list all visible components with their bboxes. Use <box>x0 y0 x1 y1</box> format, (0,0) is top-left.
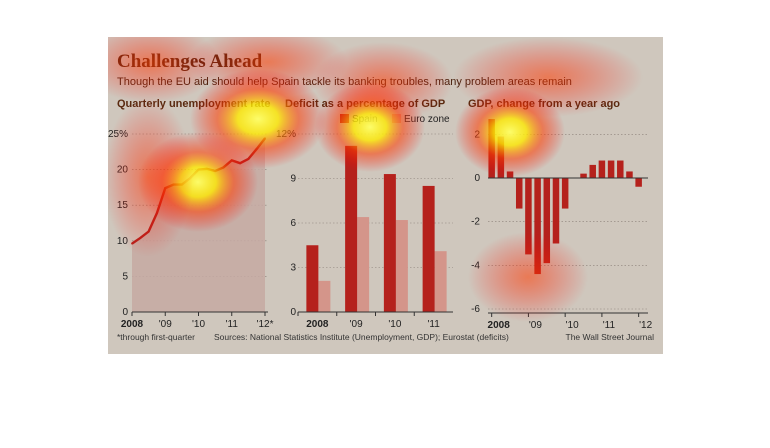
data-point <box>139 237 142 239</box>
y-tick-label: -6 <box>471 304 480 315</box>
legend-label-euro-zone: Euro zone <box>404 114 450 125</box>
bar-euro-zone <box>357 217 370 312</box>
x-tick-label: '09 <box>350 319 363 330</box>
data-point <box>264 137 266 140</box>
x-tick-label: 2008 <box>488 320 511 331</box>
y-tick-label: -2 <box>471 217 480 228</box>
data-point <box>197 168 200 171</box>
bar-euro-zone <box>395 220 408 312</box>
deficit-chart-title: Deficit as a percentage of GDP <box>285 98 445 110</box>
data-point <box>255 148 258 150</box>
gdp-bar <box>525 178 532 255</box>
data-point <box>164 187 167 190</box>
data-point <box>156 212 158 214</box>
legend-swatch-euro-zone <box>392 114 401 123</box>
x-tick-label: '11 <box>427 319 440 330</box>
x-tick-label: '10 <box>388 319 401 330</box>
y-tick-label: 15 <box>117 200 129 211</box>
data-point <box>180 183 183 186</box>
y-tick-label: 0 <box>122 307 128 318</box>
charts-svg: Quarterly unemployment rate0510152025%20… <box>108 98 653 331</box>
y-tick-label: 25% <box>108 129 128 140</box>
x-tick-label: 2008 <box>306 319 329 330</box>
gdp-bar <box>580 173 587 178</box>
legend-swatch-spain <box>340 114 349 123</box>
y-tick-label: 12% <box>276 129 296 140</box>
x-tick-label: '09 <box>159 319 172 330</box>
gdp-chart: GDP, change from a year ago -6 -4 -2 0 2 2008 '… <box>468 98 653 331</box>
data-point <box>222 166 225 169</box>
x-tick-label: 2008 <box>121 319 144 330</box>
gdp-bar <box>607 160 615 178</box>
data-point <box>239 162 241 165</box>
unemployment-chart: Quarterly unemployment rate 0 5 10 15 20 25% 20… <box>108 98 274 330</box>
y-tick-label: 20 <box>117 165 129 176</box>
gdp-chart-title: GDP, change from a year ago <box>468 98 620 110</box>
data-point <box>247 158 250 160</box>
gdp-bar <box>488 119 495 178</box>
bar-euro-zone <box>318 280 331 312</box>
y-tick-label: 9 <box>290 174 296 185</box>
bar-spain <box>306 245 319 312</box>
gdp-bar <box>635 178 642 187</box>
gdp-bar <box>515 178 523 209</box>
sources-note: Sources: National Statistics Institute (… <box>214 332 509 342</box>
x-tick-label: '10 <box>566 320 579 331</box>
bar-euro-zone <box>434 251 447 312</box>
gdp-bar <box>626 171 633 178</box>
credit: The Wall Street Journal <box>565 332 655 342</box>
unemployment-chart-title: Quarterly unemployment rate <box>117 98 270 110</box>
gdp-bar <box>534 178 541 275</box>
x-tick-label: '11 <box>226 319 239 330</box>
data-point <box>147 230 150 233</box>
bar-spain <box>422 185 435 312</box>
chart-panel: Challenges Ahead Though the EU aid shoul… <box>108 37 663 354</box>
y-tick-label: 5 <box>122 271 128 282</box>
data-point <box>172 183 175 186</box>
legend-label-spain: Spain <box>352 114 378 125</box>
gdp-bar <box>561 178 569 209</box>
data-point <box>205 167 208 170</box>
data-point <box>230 159 233 162</box>
x-tick-label: '12 <box>639 320 652 331</box>
y-tick-label: 0 <box>290 307 296 318</box>
y-tick-label: -4 <box>471 260 480 271</box>
bar-spain <box>345 145 358 312</box>
gdp-bar <box>598 160 606 178</box>
x-tick-label: '11 <box>603 320 616 331</box>
data-point <box>189 177 192 180</box>
gdp-bar <box>552 178 560 244</box>
gdp-bar <box>617 160 624 178</box>
x-tick-label: '09 <box>529 320 542 331</box>
footnote: *through first-quarter <box>117 332 195 342</box>
y-tick-label: 10 <box>117 236 129 247</box>
x-tick-label: '12* <box>257 319 274 330</box>
y-tick-label: 0 <box>474 173 480 184</box>
y-tick-label: 6 <box>290 218 296 229</box>
deficit-chart: Deficit as a percentage of GDP Spain Euro … <box>276 98 453 330</box>
y-tick-label: 2 <box>474 129 480 140</box>
gdp-bar <box>589 164 596 178</box>
data-point <box>131 242 133 245</box>
gdp-bar <box>543 178 551 264</box>
bar-spain <box>383 174 396 312</box>
gdp-bar <box>506 171 514 178</box>
data-point <box>214 170 217 172</box>
gdp-bar <box>497 136 505 178</box>
x-tick-label: '10 <box>192 319 205 330</box>
y-tick-label: 3 <box>290 263 296 274</box>
